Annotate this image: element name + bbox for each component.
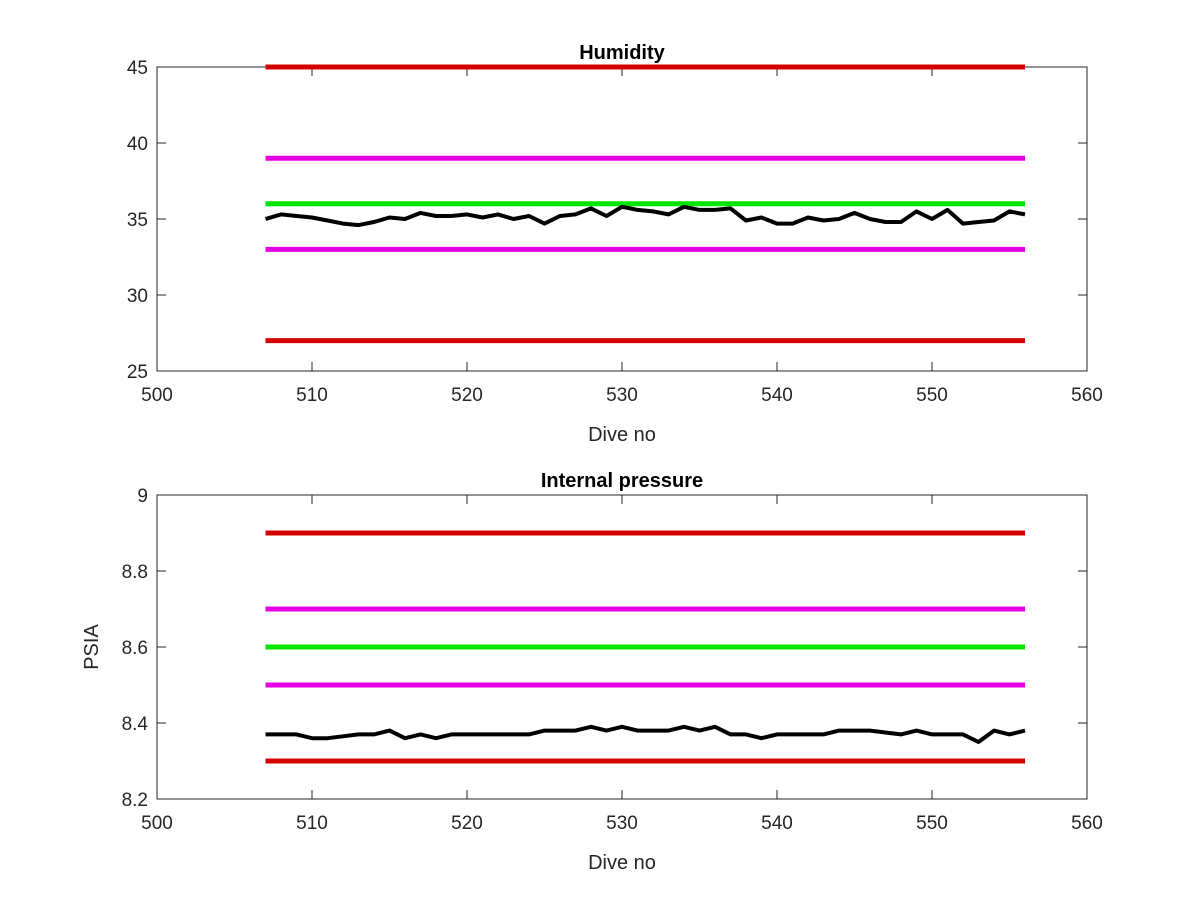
humidity-x-tick-label: 540	[761, 385, 793, 406]
humidity-x-tick-label: 520	[451, 385, 483, 406]
pressure-y-tick-label: 8.4	[122, 714, 149, 735]
humidity-x-tick-label: 510	[296, 385, 328, 406]
humidity-y-tick-label: 40	[127, 134, 148, 155]
pressure-x-tick-label: 550	[916, 813, 948, 834]
pressure-x-tick-label: 540	[761, 813, 793, 834]
pressure-y-tick-label: 8.2	[122, 790, 148, 811]
pressure-x-tick-label: 530	[606, 813, 638, 834]
humidity-y-tick-label: 25	[127, 362, 148, 383]
pressure-x-tick-label: 520	[451, 813, 483, 834]
humidity-x-tick-label: 500	[141, 385, 173, 406]
pressure-y-tick-label: 8.6	[122, 638, 148, 659]
humidity-data-series	[264, 204, 1026, 228]
humidity-plot-area	[156, 66, 1088, 372]
pressure-y-tick-label: 8.8	[122, 562, 148, 583]
humidity-chart: 500 510 520 530 540 550 560 25 30 35 40 45 Humidity D…	[127, 42, 1103, 446]
pressure-y-axis-label: PSIA	[81, 624, 103, 670]
humidity-x-tick-label: 530	[606, 385, 638, 406]
pressure-x-tick-label: 500	[141, 813, 173, 834]
pressure-x-tick-label: 510	[296, 813, 328, 834]
pressure-y-tick-label: 9	[137, 486, 148, 507]
pressure-x-tick-label: 560	[1071, 813, 1103, 834]
humidity-y-tick-label: 30	[127, 286, 148, 307]
humidity-x-tick-label: 560	[1071, 385, 1103, 406]
humidity-x-tick-label: 550	[916, 385, 948, 406]
pressure-x-axis-label: Dive no	[588, 852, 656, 874]
pressure-chart-title: Internal pressure	[541, 470, 703, 492]
humidity-chart-title: Humidity	[579, 42, 665, 64]
humidity-x-axis-label: Dive no	[588, 424, 656, 446]
pressure-data-series	[265, 724, 1026, 744]
humidity-y-tick-label: 35	[127, 210, 148, 231]
humidity-y-tick-label: 45	[127, 58, 148, 79]
internal-pressure-chart: 500 510 520 530 540 550 560 8.2 8.4 8.6 8.8 9 Intern…	[81, 470, 1103, 874]
